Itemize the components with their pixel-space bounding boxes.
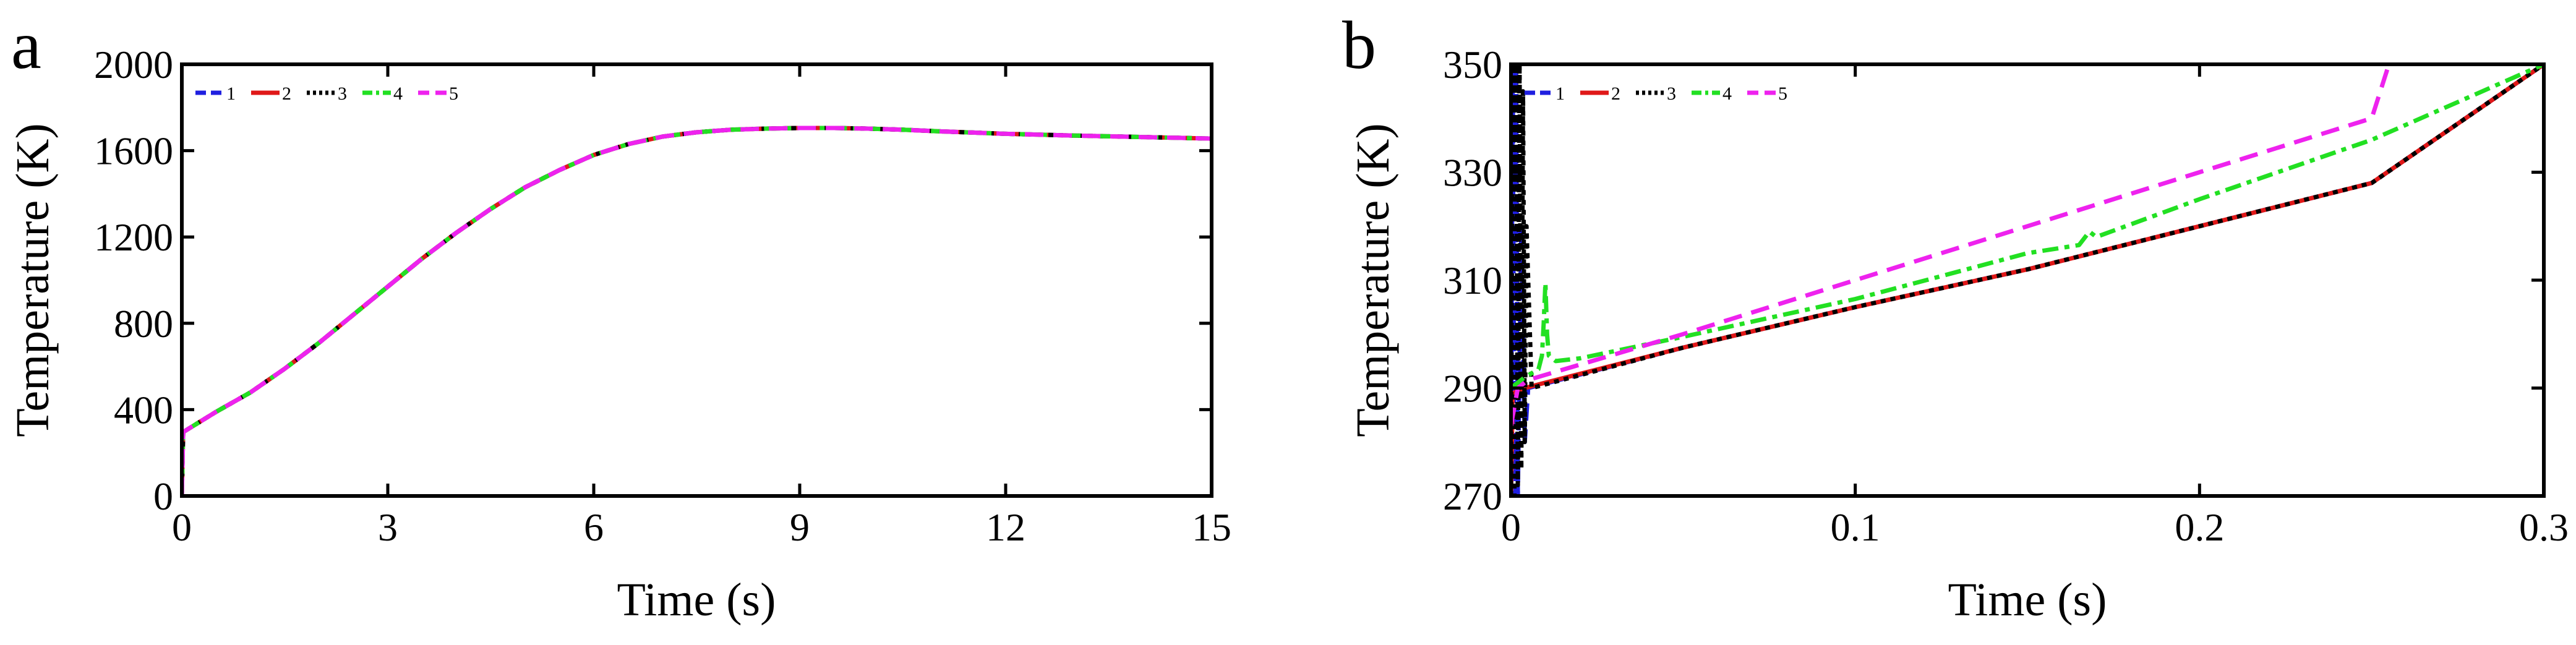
- panel-b-legend-label-3: 3: [1667, 83, 1676, 104]
- panel-b: b 0 0.1 0.2 0.3 270 290 310 330 350 1 2 3 4 5 Time (…: [1342, 7, 2569, 626]
- panel-a-ytick-label: 1200: [94, 215, 173, 259]
- panel-a-xtick-label: 3: [378, 505, 398, 549]
- panel-b-ylabel: Temperature (K): [1347, 123, 1399, 437]
- panel-b-xtick-label: 0.3: [2519, 505, 2569, 549]
- panel-a-series-4-line: [182, 126, 1212, 496]
- panel-a-ytick-label: 800: [114, 302, 173, 346]
- panel-b-letter: b: [1342, 7, 1376, 83]
- panel-a-xtick-label: 12: [986, 505, 1025, 549]
- panel-b-legend-label-2: 2: [1611, 83, 1620, 104]
- panel-b-series-3-line: [1511, 64, 2544, 496]
- panel-b-ytick-label: 270: [1443, 474, 1502, 518]
- panel-a-letter: a: [11, 7, 41, 83]
- panel-b-xtick-label: 0.2: [2175, 505, 2224, 549]
- panel-a-axes-frame: [180, 62, 1213, 498]
- panel-b-series-4-line: [1511, 64, 2544, 390]
- panel-b-series-2-line: [1511, 64, 2544, 496]
- panel-a-series-2-line: [182, 126, 1212, 496]
- panel-a-xtick-label: 9: [790, 505, 810, 549]
- panel-b-xtick-label: 0: [1501, 505, 1521, 549]
- panel-a-xtick-label: 15: [1192, 505, 1231, 549]
- panel-b-xtick-label: 0.1: [1831, 505, 1880, 549]
- panel-b-legend-label-5: 5: [1778, 83, 1787, 104]
- panel-a-xtick-label: 6: [584, 505, 604, 549]
- panel-a-series-5-line: [182, 126, 1212, 496]
- panel-a-legend-label-3: 3: [338, 83, 347, 104]
- panel-b-ticks: 0 0.1 0.2 0.3 270 290 310 330 350: [1443, 43, 2569, 549]
- panel-b-ytick-label: 310: [1443, 258, 1502, 302]
- panel-a-series: [182, 126, 1212, 496]
- panel-a-ytick-label: 2000: [94, 43, 173, 87]
- panel-a-ytick-label: 0: [153, 474, 173, 518]
- panel-b-series: [1511, 64, 2544, 496]
- panel-b-xlabel: Time (s): [1948, 574, 2107, 626]
- panel-a-legend: 1 2 3 4 5: [195, 83, 458, 104]
- panel-b-legend: 1 2 3 4 5: [1525, 83, 1787, 104]
- panel-b-axes-frame: [1509, 62, 2546, 498]
- panel-a-series-1-line: [182, 126, 1212, 496]
- panel-b-series-5-line: [1511, 64, 2391, 427]
- panel-b-series-1-line: [1511, 64, 2544, 496]
- panel-a-legend-label-1: 1: [226, 83, 236, 104]
- panel-a-xtick-label: 0: [172, 505, 192, 549]
- panel-a-ytick-label: 1600: [94, 129, 173, 173]
- panel-a-legend-label-5: 5: [449, 83, 458, 104]
- panel-b-ytick-label: 290: [1443, 367, 1502, 411]
- panel-a-xlabel: Time (s): [617, 574, 776, 626]
- panel-b-ytick-label: 350: [1443, 43, 1502, 87]
- panel-a-legend-label-2: 2: [282, 83, 291, 104]
- panel-a-ytick-label: 400: [114, 388, 173, 432]
- panel-a-series-3-line: [182, 126, 1212, 496]
- panel-b-legend-label-1: 1: [1555, 83, 1565, 104]
- panel-a-legend-label-4: 4: [393, 83, 403, 104]
- panel-b-ytick-label: 330: [1443, 151, 1502, 195]
- panel-a-ylabel: Temperature (K): [7, 123, 59, 437]
- panel-b-legend-label-4: 4: [1722, 83, 1732, 104]
